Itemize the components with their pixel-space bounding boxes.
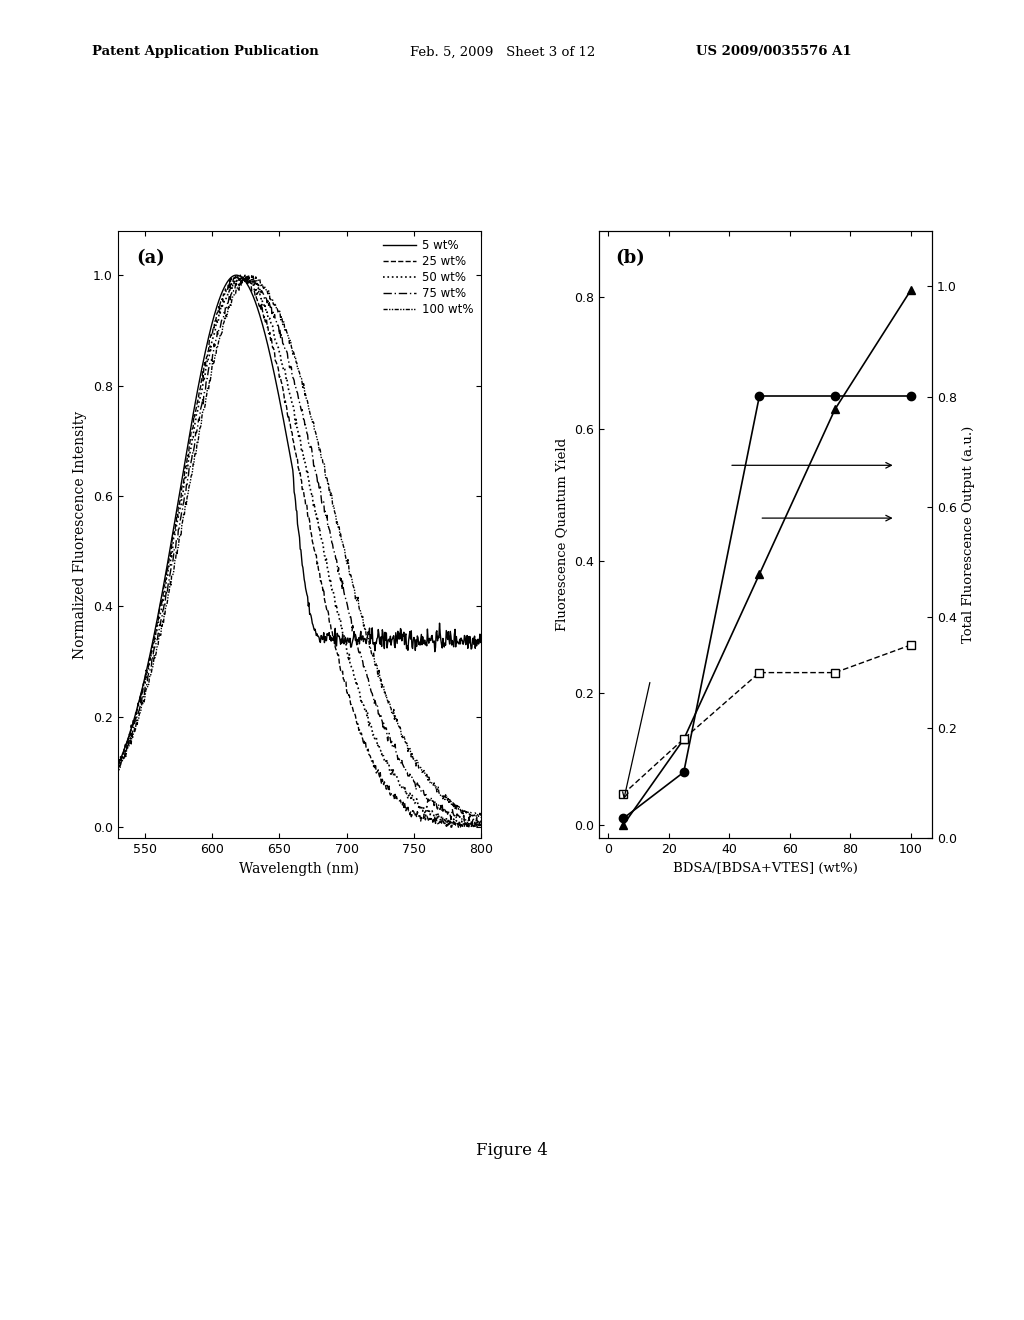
X-axis label: BDSA/[BDSA+VTES] (wt%): BDSA/[BDSA+VTES] (wt%) [673,862,858,875]
Text: Patent Application Publication: Patent Application Publication [92,45,318,58]
Text: Feb. 5, 2009   Sheet 3 of 12: Feb. 5, 2009 Sheet 3 of 12 [410,45,595,58]
Text: Figure 4: Figure 4 [476,1142,548,1159]
Y-axis label: Normalized Fluorescence Intensity: Normalized Fluorescence Intensity [74,411,87,659]
Text: (a): (a) [136,249,165,267]
X-axis label: Wavelength (nm): Wavelength (nm) [240,862,359,876]
Y-axis label: Total Fluorescence Output (a.u.): Total Fluorescence Output (a.u.) [963,426,975,643]
Text: (b): (b) [615,249,645,267]
Legend: 5 wt%, 25 wt%, 50 wt%, 75 wt%, 100 wt%: 5 wt%, 25 wt%, 50 wt%, 75 wt%, 100 wt% [380,236,475,318]
Y-axis label: Fluorescence Quantum Yield: Fluorescence Quantum Yield [556,438,568,631]
Text: US 2009/0035576 A1: US 2009/0035576 A1 [696,45,852,58]
